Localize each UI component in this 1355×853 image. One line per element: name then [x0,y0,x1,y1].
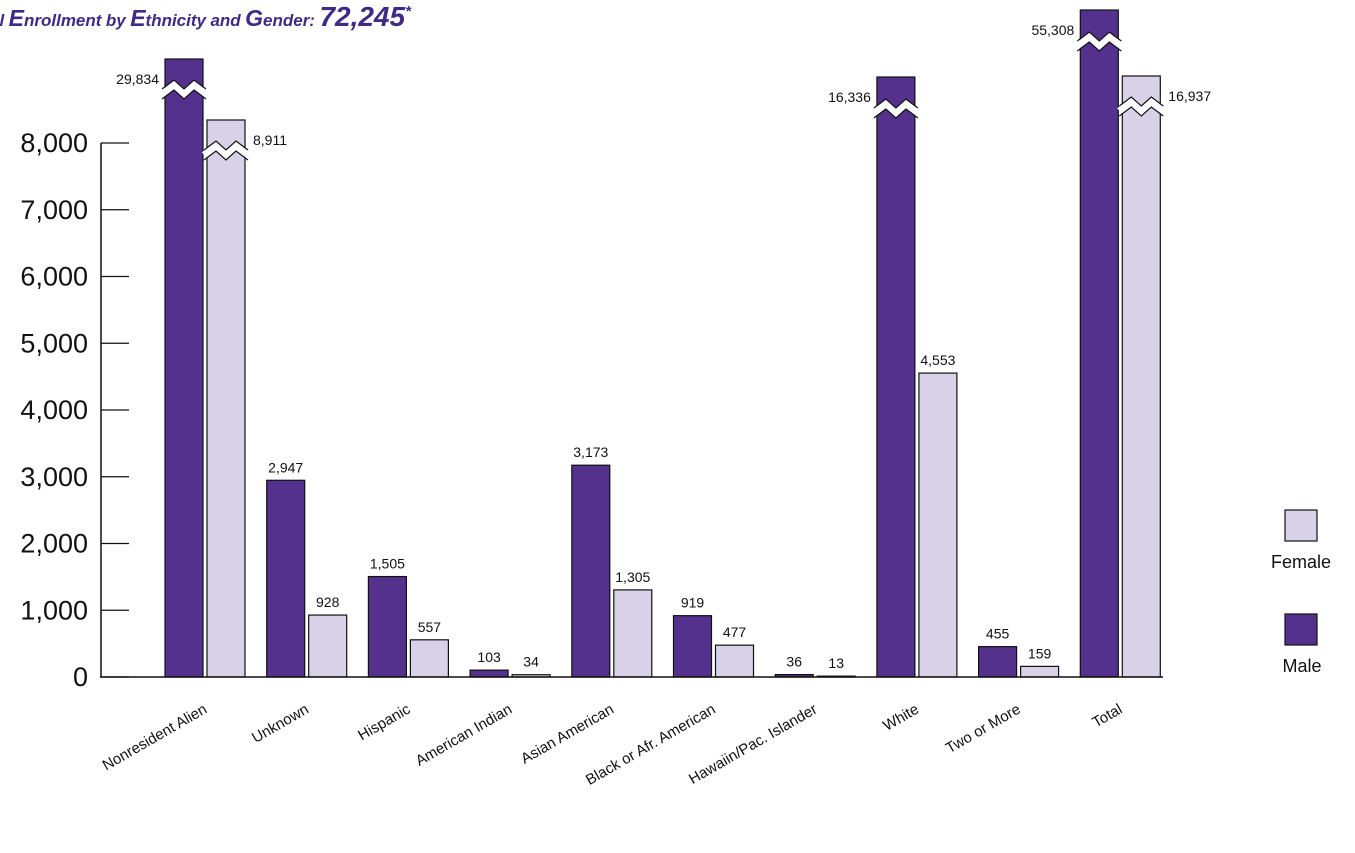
y-tick-label: 6,000 [20,262,88,292]
x-tick-label: Asian American [518,701,617,768]
bar-male [266,479,306,678]
bar-male [977,646,1018,678]
y-tick-label: 8,000 [20,128,88,158]
axis-break-gap [1075,32,1124,51]
y-tick-label: 7,000 [20,195,88,225]
bar-female [613,589,653,678]
data-label-male: 16,336 [828,89,871,105]
data-label-female: 1,305 [615,569,650,585]
bar-male [469,669,509,678]
axis-break-line [1076,31,1122,42]
data-label-female: 13 [828,655,844,671]
axis-break-line [1118,106,1164,117]
data-label-female: 4,553 [920,352,955,368]
data-label-male: 103 [477,649,501,665]
x-tick-label: Two or More [943,701,1024,757]
bar-female [918,372,958,678]
bar-male [164,58,204,678]
axis-break-gap [159,80,209,99]
legend-male-swatch [1284,613,1318,646]
bars: 29,834 8,911 2,947 928 1,505 557 103 34 3,173 1,3… [116,9,1211,678]
data-label-female: 34 [523,654,539,670]
x-tick-label: White [880,701,922,735]
y-tick-label: 1,000 [20,595,88,625]
legend-female-label: Female [1271,552,1331,572]
data-label-female: 557 [418,619,442,635]
bar-female [1019,665,1060,678]
data-label-female: 16,937 [1168,88,1211,104]
data-label-male: 1,505 [370,556,405,572]
data-label-male: 36 [786,654,802,670]
axis-break-gap [1117,97,1166,116]
chart-title: al Enrollment by Ethnicity and Gender: 7… [0,1,412,32]
data-label-female: 477 [723,624,747,640]
data-label-male: 3,173 [573,444,608,460]
data-label-male: 455 [986,626,1010,642]
bar-female [1121,75,1161,678]
x-tick-label: American Indian [413,701,515,770]
data-label-male: 29,834 [116,71,159,87]
data-label-female: 159 [1028,645,1052,661]
y-tick-label: 5,000 [20,328,88,358]
y-tick-label: 3,000 [20,462,88,492]
bar-female [206,119,246,678]
x-tick-label: Nonresident Alien [100,701,210,775]
data-label-female: 928 [316,594,340,610]
axis-break-line [1118,96,1164,107]
axis-break-line [873,98,919,109]
data-label-male: 919 [681,595,705,611]
y-axis: 0 1,000 2,000 3,000 4,000 5,000 6,000 7,000 8,00… [20,128,129,692]
y-tick-label: 4,000 [20,395,88,425]
axis-break-line [203,140,249,151]
bar-male [672,615,713,678]
axis-break-gap [201,141,251,160]
axis-break-line [1076,41,1122,52]
axis-break-line [161,89,207,100]
bar-male [876,76,916,678]
x-tick-label: Unknown [249,701,312,747]
bar-male [1079,9,1119,678]
bar-female [714,644,755,678]
legend-male-label: Male [1282,656,1321,676]
data-label-female: 8,911 [253,132,287,148]
axis-break-gap [871,99,920,118]
x-tick-label: Total [1089,701,1125,732]
y-tick-label: 0 [73,662,88,692]
bar-male [367,575,407,678]
data-label-male: 55,308 [1031,22,1074,38]
x-tick-label: Hispanic [355,700,414,744]
axis-break-line [203,150,249,161]
data-label-male: 2,947 [268,459,303,475]
y-tick-label: 2,000 [20,529,88,559]
axis-break-line [161,79,207,90]
bar-female [409,639,449,678]
legend: Female Male [1271,509,1331,676]
bar-male [571,464,611,678]
axis-break-line [873,108,919,119]
x-axis-labels: Nonresident Alien Unknown Hispanic American… [100,700,1126,788]
bar-female [308,614,348,678]
legend-female-swatch [1284,509,1318,542]
